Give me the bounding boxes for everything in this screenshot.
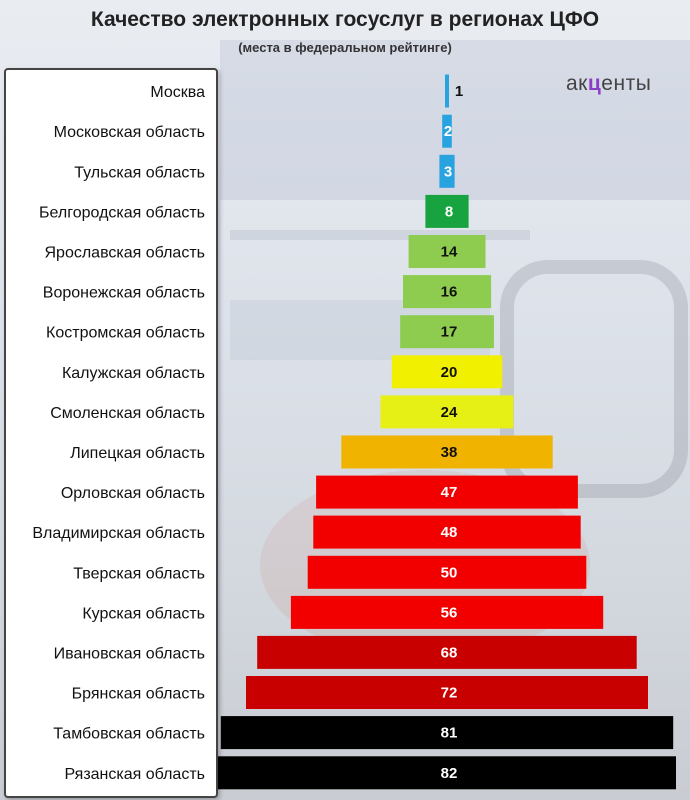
data-label-16: 72 <box>441 685 458 702</box>
bar-6 <box>403 275 492 309</box>
data-label-6: 16 <box>441 284 458 301</box>
bar-7 <box>400 315 494 349</box>
data-label-3: 3 <box>444 163 452 180</box>
data-label-13: 50 <box>441 564 458 581</box>
logo-part-1: ак <box>566 72 588 95</box>
category-label-15: Ивановская область <box>54 645 205 662</box>
category-label-9: Смоленская область <box>50 405 205 422</box>
category-label-17: Тамбовская область <box>53 726 205 743</box>
category-label-5: Ярославская область <box>44 245 205 262</box>
data-label-18: 82 <box>441 765 458 782</box>
category-label-14: Курская область <box>82 605 205 622</box>
data-label-10: 38 <box>441 444 458 461</box>
category-label-2: Московская область <box>54 124 205 141</box>
data-label-15: 68 <box>441 644 458 661</box>
category-label-4: Белгородская область <box>39 204 205 221</box>
category-label-11: Орловская область <box>61 485 205 502</box>
category-label-1: Москва <box>150 84 205 101</box>
bar-17 <box>220 716 674 750</box>
data-label-12: 48 <box>441 524 458 541</box>
category-label-6: Воронежская область <box>43 285 205 302</box>
category-label-8: Калужская область <box>62 365 205 382</box>
bar-15 <box>257 635 637 669</box>
category-label-16: Брянская область <box>72 686 205 703</box>
bar-10 <box>341 435 553 469</box>
category-label-10: Липецкая область <box>70 445 205 462</box>
bar-8 <box>391 355 503 389</box>
category-label-12: Владимирская область <box>32 525 205 542</box>
region-label-panel <box>4 68 218 798</box>
bar-1 <box>445 74 449 108</box>
bar-16 <box>246 676 648 709</box>
bar-11 <box>316 475 578 509</box>
data-label-1: 1 <box>455 83 463 100</box>
bar-3 <box>439 154 455 188</box>
bar-2 <box>442 114 452 148</box>
data-label-5: 14 <box>441 244 458 261</box>
logo-part-2: енты <box>601 72 652 95</box>
bar-5 <box>408 235 486 268</box>
bar-9 <box>380 395 514 429</box>
chart-subtitle: (места в федеральном рейтинге) <box>238 40 452 55</box>
data-label-14: 56 <box>441 604 458 621</box>
data-label-4: 8 <box>445 203 453 220</box>
category-label-3: Тульская область <box>74 164 205 181</box>
data-label-7: 17 <box>441 324 458 341</box>
data-label-8: 20 <box>441 364 458 381</box>
bar-4 <box>425 194 469 228</box>
data-label-11: 47 <box>441 484 458 501</box>
data-label-9: 24 <box>441 404 458 421</box>
bar-13 <box>307 555 587 589</box>
logo-mark: ц <box>587 72 602 95</box>
bar-12 <box>313 515 581 549</box>
bar-18 <box>218 756 676 790</box>
data-label-17: 81 <box>441 725 458 742</box>
category-label-7: Костромская область <box>46 325 205 342</box>
bar-14 <box>290 595 604 629</box>
chart-title: Качество электронных госуслуг в регионах… <box>90 8 600 31</box>
category-label-18: Рязанская область <box>65 766 205 783</box>
brand-logo: акценты <box>566 72 651 96</box>
data-label-2: 2 <box>444 123 452 140</box>
category-label-13: Тверская область <box>73 565 205 582</box>
